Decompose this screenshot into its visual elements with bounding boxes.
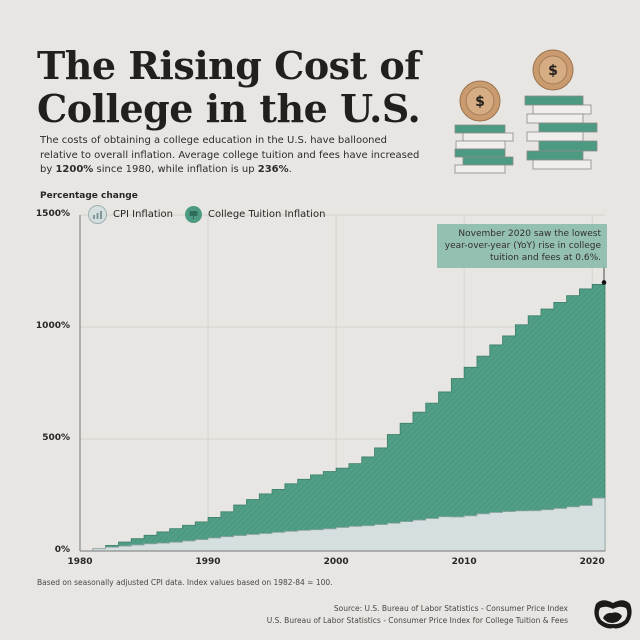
- x-tick-label: 2020: [579, 557, 605, 567]
- y-tick-label: 0%: [54, 545, 70, 555]
- y-tick-label: 1500%: [35, 209, 70, 219]
- source-line-2: U.S. Bureau of Labor Statistics - Consum…: [266, 616, 568, 625]
- annotation-marker: [601, 280, 607, 285]
- legend-label-cpi: CPI Inflation: [113, 209, 174, 220]
- legend-item-tuition: College Tuition Inflation: [185, 206, 325, 223]
- x-tick-label: 2010: [451, 557, 477, 567]
- subtitle-text: .: [288, 164, 292, 175]
- page-title: The Rising Cost of College in the U.S.: [37, 43, 421, 131]
- subtitle: The costs of obtaining a college educati…: [40, 134, 425, 178]
- source: Source: U.S. Bureau of Labor Statistics …: [267, 603, 568, 627]
- graduation-icon: [185, 206, 203, 223]
- inflation-increase-value: 236%: [257, 164, 289, 175]
- tuition-area: [80, 284, 606, 552]
- legend-label-tuition: College Tuition Inflation: [208, 209, 326, 220]
- y-axis-title: Percentage change: [40, 191, 138, 201]
- annotation-box: November 2020 saw the lowest year-over-y…: [437, 224, 607, 268]
- x-tick-label: 1990: [195, 557, 221, 567]
- svg-text:$: $: [548, 63, 558, 79]
- subtitle-text: The costs of obtaining a college educati…: [40, 135, 420, 175]
- legend-item-cpi: CPI Inflation: [88, 205, 173, 224]
- chart-icon: [88, 205, 107, 224]
- y-tick-label: 1000%: [35, 321, 70, 331]
- footnote: Based on seasonally adjusted CPI data. I…: [37, 578, 333, 587]
- x-tick-label: 2000: [323, 557, 349, 567]
- x-tick-label: 1980: [67, 557, 93, 567]
- tuition-increase-value: 1200%: [55, 164, 94, 175]
- y-tick-label: 500%: [42, 433, 70, 443]
- svg-text:$: $: [475, 94, 485, 110]
- source-line-1: Source: U.S. Bureau of Labor Statistics …: [333, 604, 568, 613]
- subtitle-text: since 1980, while inflation is up: [93, 164, 258, 175]
- title-line-1: The Rising Cost of: [37, 43, 421, 88]
- legend: CPI Inflation College Tuition Inflation: [88, 205, 337, 224]
- cpi-area: [80, 497, 606, 552]
- coin-stacks-books-icon: $ $: [454, 49, 598, 174]
- title-line-2: College in the U.S.: [37, 86, 421, 131]
- visual-capitalist-logo-icon: [594, 600, 632, 629]
